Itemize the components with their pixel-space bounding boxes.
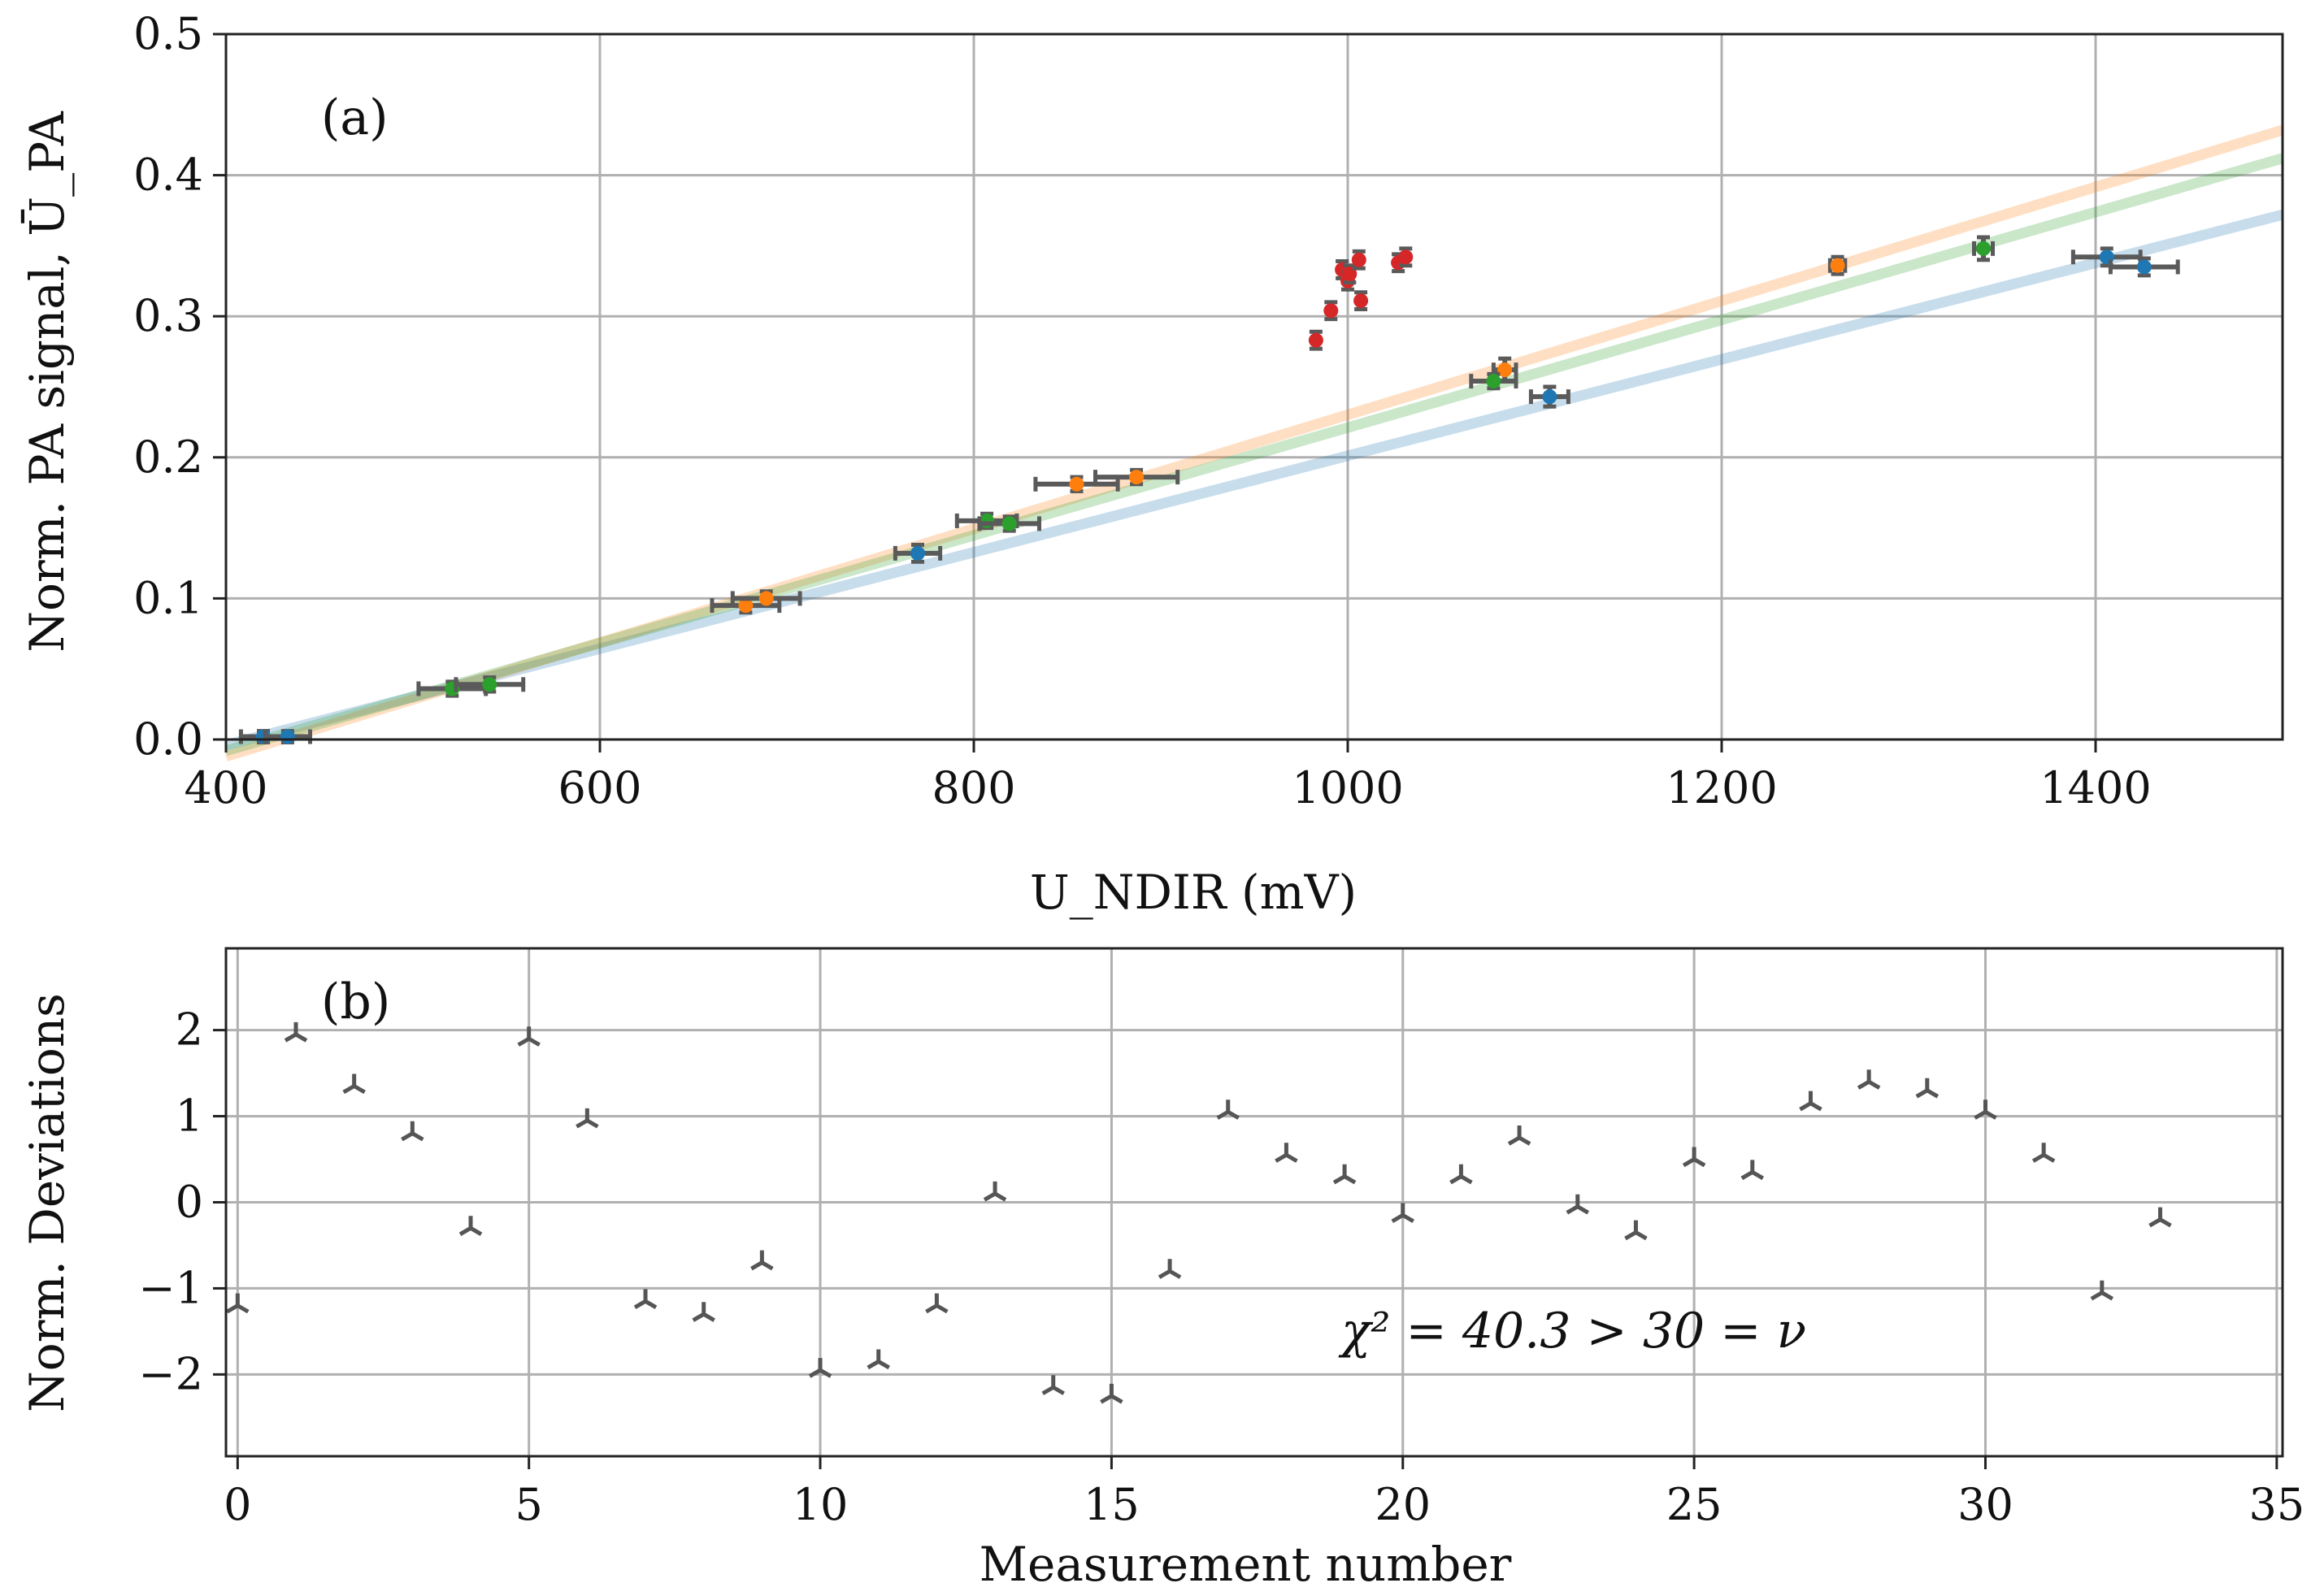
panel-a-y-tick-label: 0.3 [133,290,203,341]
marker-orange [1070,477,1084,492]
figure: 400 600 800 1000 1200 14000.00.10.20.30.40.5 … [0,0,2311,1596]
panel-a: 400 600 800 1000 1200 14000.00.10.20.30.40.5 … [20,8,2283,920]
panel-b-grid [226,948,2283,1456]
marker-red [1353,293,1368,308]
panel-a-x-axis-label: U_NDIR (mV) [1030,865,1357,920]
deviation-marker [2033,1143,2054,1161]
deviation-marker [344,1073,365,1092]
panel-a-fit-lines [226,130,2283,757]
panel-b-x-tick-label: 10 [793,1479,849,1530]
panel-a-y-tick-label: 0.0 [133,713,203,765]
deviation-marker [1625,1221,1646,1239]
panel-b-y-tick-label: −1 [138,1262,203,1313]
deviation-marker [693,1302,715,1321]
marker-orange [1129,470,1144,484]
panel-b-y-axis-label: Norm. Deviations [20,993,75,1412]
deviation-marker [1917,1078,1938,1097]
panel-b-x-tick-label: 20 [1375,1479,1431,1530]
deviation-marker [868,1349,889,1368]
chi-square-annotation: χ² = 40.3 > 30 = ν [1338,1303,1806,1360]
deviation-marker [1858,1069,1879,1088]
panel-b-x-axis-label: Measurement number [980,1537,1512,1592]
panel-b-y-tick-label: −2 [138,1348,203,1399]
deviation-marker [1043,1375,1064,1394]
marker-red [1323,303,1338,318]
panel-a-x-tick-label: 400 [184,762,267,813]
panel-b-data-points [227,1022,2170,1402]
marker-blue [1542,389,1557,404]
panel-b-x-tick-label: 5 [515,1479,543,1530]
deviation-marker [1159,1259,1180,1277]
deviation-marker [1567,1195,1588,1213]
deviation-marker [402,1121,423,1140]
marker-green [1486,374,1501,388]
panel-b-x-tick-label: 30 [1957,1479,2013,1530]
panel-b-x-tick-label: 35 [2248,1479,2304,1530]
panel-a-x-tick-label: 1200 [1666,762,1777,813]
deviation-marker [1450,1164,1471,1183]
panel-b-x-tick-label: 0 [224,1479,251,1530]
deviation-marker [926,1294,947,1312]
marker-green [482,677,497,692]
deviation-marker [2150,1208,2171,1226]
marker-red [1398,249,1413,264]
panel-b: 0 5 10 15 20 25 30 35 −2 −1 0 1 2 (b) χ² = 40.3 > 30… [20,948,2304,1592]
panel-b-x-tick-label: 15 [1084,1479,1140,1530]
deviation-marker [984,1182,1006,1200]
marker-orange [1831,258,1845,273]
marker-blue [280,730,295,744]
panel-a-y-axis-label: Norm. PA signal, Ū_PA [20,111,75,653]
marker-blue [2137,259,2152,274]
deviation-marker [1275,1143,1297,1161]
panel-a-grid [226,34,2283,739]
deviation-marker [1742,1160,1763,1178]
panel-b-label: (b) [321,974,390,1030]
panel-b-x-tick-label: 25 [1666,1479,1722,1530]
panel-a-y-tick-label: 0.5 [133,8,203,59]
deviation-marker [2092,1281,2113,1299]
deviation-marker [751,1251,772,1269]
panel-a-y-tick-label: 0.1 [133,572,203,623]
marker-orange [759,591,774,605]
marker-red [1352,253,1366,267]
deviation-marker [1509,1125,1530,1144]
marker-red [1309,333,1323,348]
panel-b-y-tick-label: 1 [176,1091,203,1142]
data-point-red [1309,332,1323,349]
deviation-marker [576,1108,597,1127]
deviation-marker [635,1289,656,1308]
marker-blue [910,546,925,561]
panel-a-y-tick-label: 0.4 [133,150,203,201]
deviation-marker [1800,1091,1821,1110]
deviation-marker [1334,1164,1355,1183]
panel-b-y-tick-label: 2 [176,1004,203,1056]
panel-a-x-tick-label: 800 [932,762,1015,813]
panel-a-label: (a) [321,89,389,146]
data-point-red [1353,293,1368,310]
panel-a-frame [226,34,2283,739]
panel-a-x-tick-label: 1000 [1292,762,1403,813]
panel-b-ticks: 0 5 10 15 20 25 30 35 −2 −1 0 1 2 [138,1004,2304,1530]
panel-a-x-tick-label: 1400 [2040,762,2151,813]
deviation-marker [285,1022,306,1041]
panel-a-x-tick-label: 600 [558,762,641,813]
marker-green [1002,516,1017,531]
deviation-marker [460,1216,481,1234]
panel-a-y-tick-label: 0.2 [133,432,203,483]
marker-green [1976,241,1991,256]
panel-b-y-tick-label: 0 [176,1177,203,1228]
